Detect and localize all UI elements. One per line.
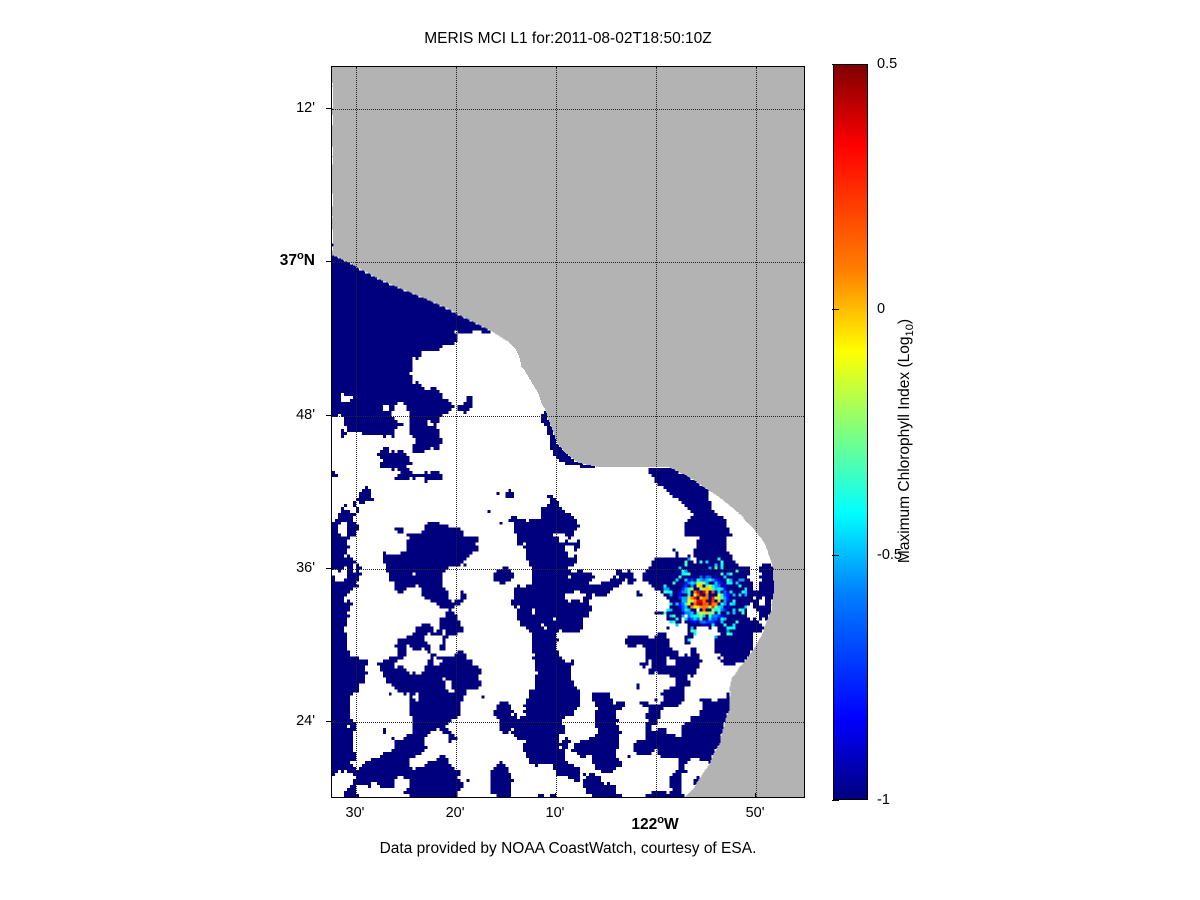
y-axis-tick xyxy=(326,261,331,263)
colorbar-tick-label: 0.5 xyxy=(877,56,898,72)
y-axis-tick-label: 37oN xyxy=(279,250,315,270)
colorbar-title-subscript: 10 xyxy=(904,324,917,337)
colorbar-container[interactable]: 0.5 0 -0.5 -1 xyxy=(832,56,902,808)
y-axis-ticks xyxy=(326,66,332,798)
colorbar-tick-label: -0.5 xyxy=(877,546,902,563)
colorbar-title-main: Maximum Chlorophyll Index (Log xyxy=(896,336,913,564)
y-axis-tick xyxy=(326,721,331,723)
page-title: MERIS MCI L1 for:2011-08-02T18:50:10Z xyxy=(424,30,712,47)
x-axis-tick-label: 10' xyxy=(545,805,565,821)
colorbar-tick-label: 0 xyxy=(877,301,886,318)
x-axis-tick-label: 50' xyxy=(745,805,765,821)
colorbar-tick-label: -1 xyxy=(877,792,890,808)
x-axis-tick-label: 20' xyxy=(445,805,465,821)
x-axis-tick-label: 30' xyxy=(345,805,365,821)
chlorophyll-heatmap-canvas xyxy=(332,67,804,797)
x-axis-tick xyxy=(355,793,356,798)
colorbar-title-tail: ) xyxy=(896,318,913,325)
colorbar-tick xyxy=(832,309,839,311)
x-axis-tick-label: 122oW xyxy=(631,813,679,833)
colorbar-tick xyxy=(832,554,839,556)
y-axis-labels: 12' 37oN 48' 36' 24' xyxy=(0,66,325,798)
y-axis-tick-label: 48' xyxy=(296,406,315,423)
x-axis: 30' 20' 10' 122oW 50' xyxy=(331,793,805,833)
y-axis-tick-label: 36' xyxy=(296,560,315,577)
y-axis-tick xyxy=(326,108,331,110)
y-axis-tick xyxy=(326,414,331,416)
colorbar-gradient xyxy=(833,64,868,800)
x-axis-tick xyxy=(554,793,556,798)
colorbar-tick xyxy=(832,800,839,801)
map-plot-area[interactable] xyxy=(331,66,805,798)
y-axis-tick-label: 24' xyxy=(296,713,315,730)
x-axis-tick xyxy=(455,793,457,798)
y-axis-tick xyxy=(326,568,331,570)
colorbar-title: Maximum Chlorophyll Index (Log10) xyxy=(896,318,917,564)
colorbar-tick xyxy=(832,64,839,65)
y-axis-tick-label: 12' xyxy=(296,100,315,117)
x-axis-tick xyxy=(755,793,757,798)
attribution-caption: Data provided by NOAA CoastWatch, courte… xyxy=(379,840,757,857)
x-axis-tick xyxy=(655,793,656,798)
